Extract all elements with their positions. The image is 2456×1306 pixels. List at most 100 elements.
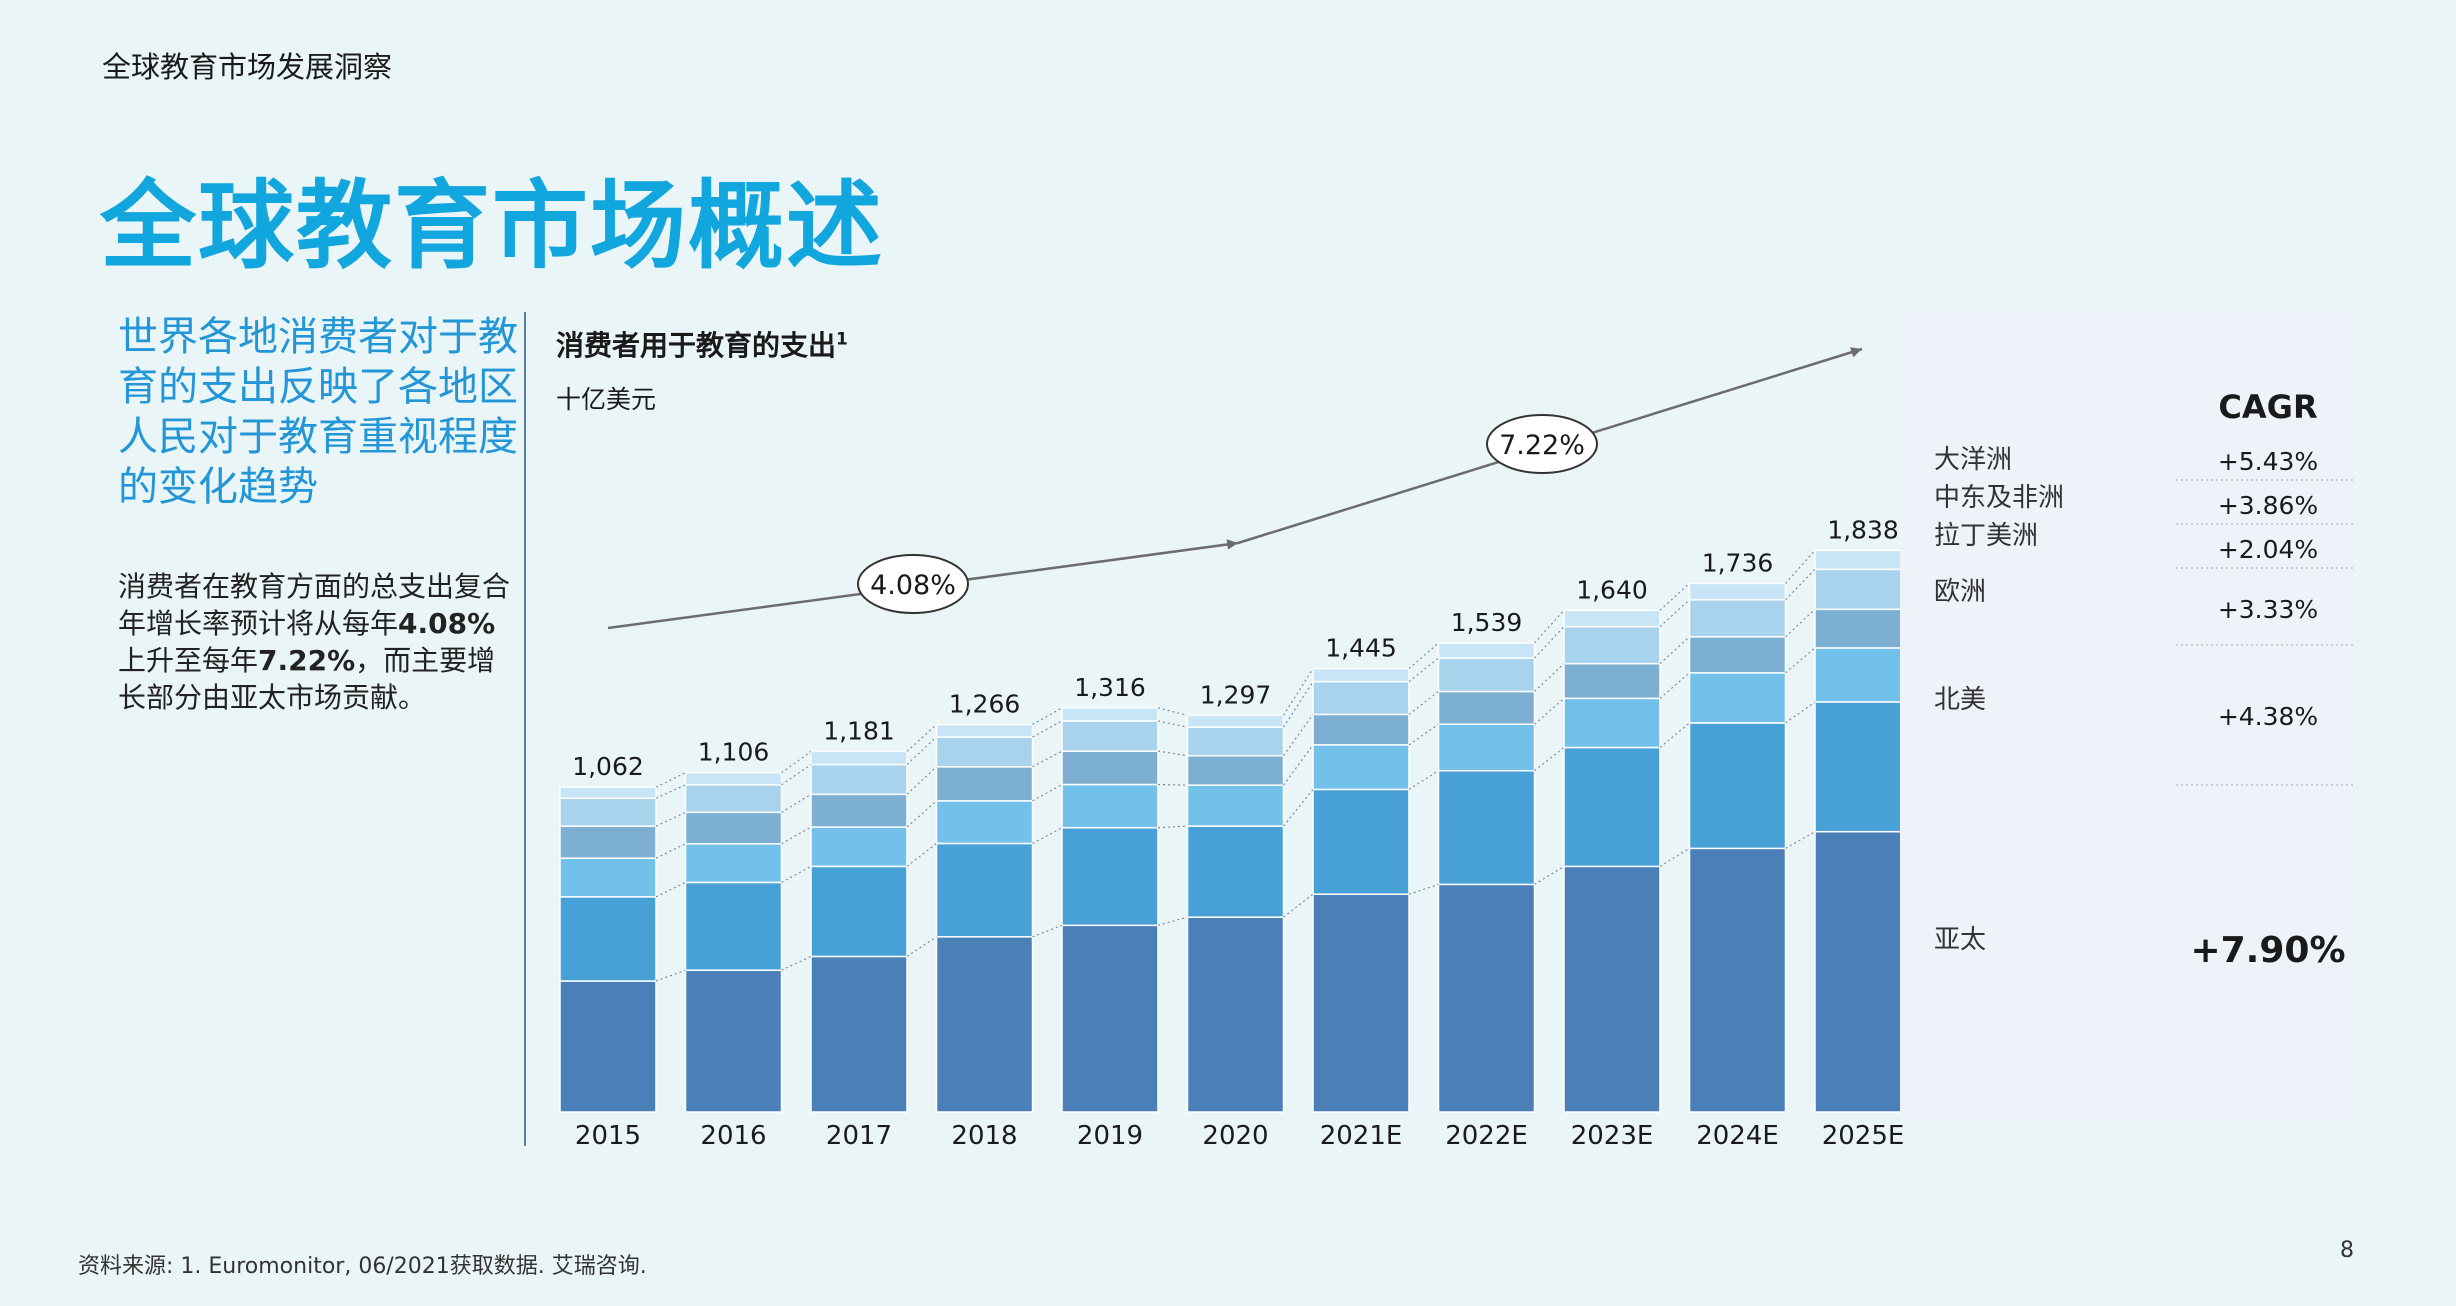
connector-line: [1408, 642, 1439, 670]
bar-segment: [1437, 642, 1536, 659]
total-label: 1,736: [1702, 548, 1774, 577]
bar-segment: [1061, 720, 1159, 752]
bar-segment: [1186, 825, 1285, 918]
connector-line: [655, 881, 686, 898]
bar-segment: [684, 811, 783, 845]
bar-segment: [1312, 893, 1410, 1113]
page-number: 8: [2340, 1238, 2354, 1263]
bar-segment: [1312, 667, 1410, 683]
bar-segment: [1563, 625, 1661, 665]
category-label: 2016: [700, 1121, 766, 1151]
bar-segment: [1814, 647, 1912, 703]
cagr-value: +3.33%: [2218, 595, 2318, 624]
connector-line: [906, 936, 937, 957]
bar-segment: [1814, 568, 1912, 611]
cagr-bubble: [1486, 414, 1598, 474]
bar-segment: [1814, 549, 1912, 571]
total-label: 1,445: [1325, 634, 1397, 663]
connector-line: [1534, 626, 1565, 659]
bar-segment: [1688, 636, 1787, 674]
connector-line: [1408, 883, 1439, 895]
category-label: 2015: [575, 1121, 641, 1151]
connector-line: [1157, 707, 1188, 716]
total-label: 1,181: [823, 716, 895, 745]
bar-segment: [1186, 754, 1285, 786]
body-cagr-before: 4.08%: [398, 607, 496, 640]
page-title: 全球教育市场概述: [100, 170, 884, 282]
total-label: 1,266: [949, 690, 1021, 719]
chart-title-footnote: 1: [836, 329, 848, 350]
connector-line: [1157, 825, 1188, 829]
bar-segment: [1814, 830, 1912, 1113]
bar-segment: [935, 723, 1034, 738]
connector-line: [906, 842, 937, 867]
connector-line: [655, 811, 686, 827]
legend-label: 欧洲: [1934, 577, 1986, 607]
bar-segment: [1688, 722, 1787, 850]
connector-line: [906, 736, 937, 765]
connector-line: [1282, 681, 1314, 728]
trend-arrowhead: [1226, 539, 1238, 550]
bar-segment: [684, 843, 783, 884]
bar-segment: [935, 736, 1034, 768]
cagr-value: +4.38%: [2218, 702, 2318, 731]
bar-segment: [810, 750, 908, 766]
connector-line: [1659, 847, 1690, 867]
bar-segment: [935, 766, 1034, 802]
bar-segment: [1061, 826, 1159, 927]
bar-segment: [1061, 707, 1159, 722]
bar-segment: [1688, 672, 1787, 724]
bar-segment: [1563, 609, 1661, 628]
connector-line: [1408, 723, 1439, 746]
bar-segment: [810, 955, 908, 1113]
connector-line: [1157, 750, 1188, 757]
bar-segment: [1186, 714, 1285, 728]
connector-line: [1659, 636, 1690, 665]
category-label: 2019: [1077, 1121, 1143, 1151]
bar-segment: [684, 771, 783, 786]
bar-segment: [810, 793, 908, 828]
chart-title-text: 消费者用于教育的支出: [556, 329, 837, 362]
bar-segment: [810, 865, 908, 958]
connector-line: [1785, 647, 1816, 674]
cagr-value: +3.86%: [2218, 491, 2318, 520]
connector-line: [655, 969, 686, 982]
bar-segment: [684, 784, 783, 814]
connector-line: [1659, 599, 1690, 628]
connector-line: [1157, 720, 1188, 728]
connector-line: [1659, 722, 1690, 748]
category-label: 2017: [826, 1121, 892, 1151]
connector-line: [1408, 691, 1439, 715]
bar-segment: [935, 936, 1034, 1113]
connector-line: [781, 793, 812, 813]
cagr-value: +7.90%: [2190, 930, 2345, 971]
total-label: 1,838: [1827, 515, 1899, 544]
chart-title: 消费者用于教育的支出1: [556, 324, 848, 364]
bar-segment: [1312, 744, 1410, 791]
body-text-3: ，而主要增长部分由亚太市场贡献。: [118, 644, 496, 714]
source-note: 资料来源: 1. Euromonitor, 06/2021获取数据. 艾瑞咨询.: [78, 1254, 647, 1279]
connector-line: [906, 800, 937, 828]
body-text-2: 上升至每年: [118, 644, 259, 677]
bar-segment: [684, 881, 783, 971]
cagr-value: +5.43%: [2218, 447, 2318, 476]
legend-label: 中东及非洲: [1934, 483, 2064, 513]
legend-label: 北美: [1934, 685, 1986, 715]
bar-segment: [935, 800, 1034, 845]
cagr-bubble-label: 4.08%: [870, 570, 956, 601]
total-label: 1,062: [572, 752, 644, 781]
bar-segment: [1814, 608, 1912, 649]
category-label: 2020: [1202, 1121, 1268, 1151]
connector-line: [1534, 697, 1565, 725]
connector-line: [1157, 916, 1188, 926]
bar-segment: [1061, 750, 1159, 786]
bar-segment: [1186, 916, 1285, 1113]
connector-line: [1408, 657, 1439, 683]
category-label: 2022E: [1445, 1121, 1528, 1151]
bar-segment: [684, 969, 783, 1113]
connector-line: [1032, 707, 1063, 726]
cagr-header: CAGR: [2218, 388, 2317, 426]
connector-line: [1283, 744, 1314, 786]
bar-segment: [1563, 662, 1661, 700]
